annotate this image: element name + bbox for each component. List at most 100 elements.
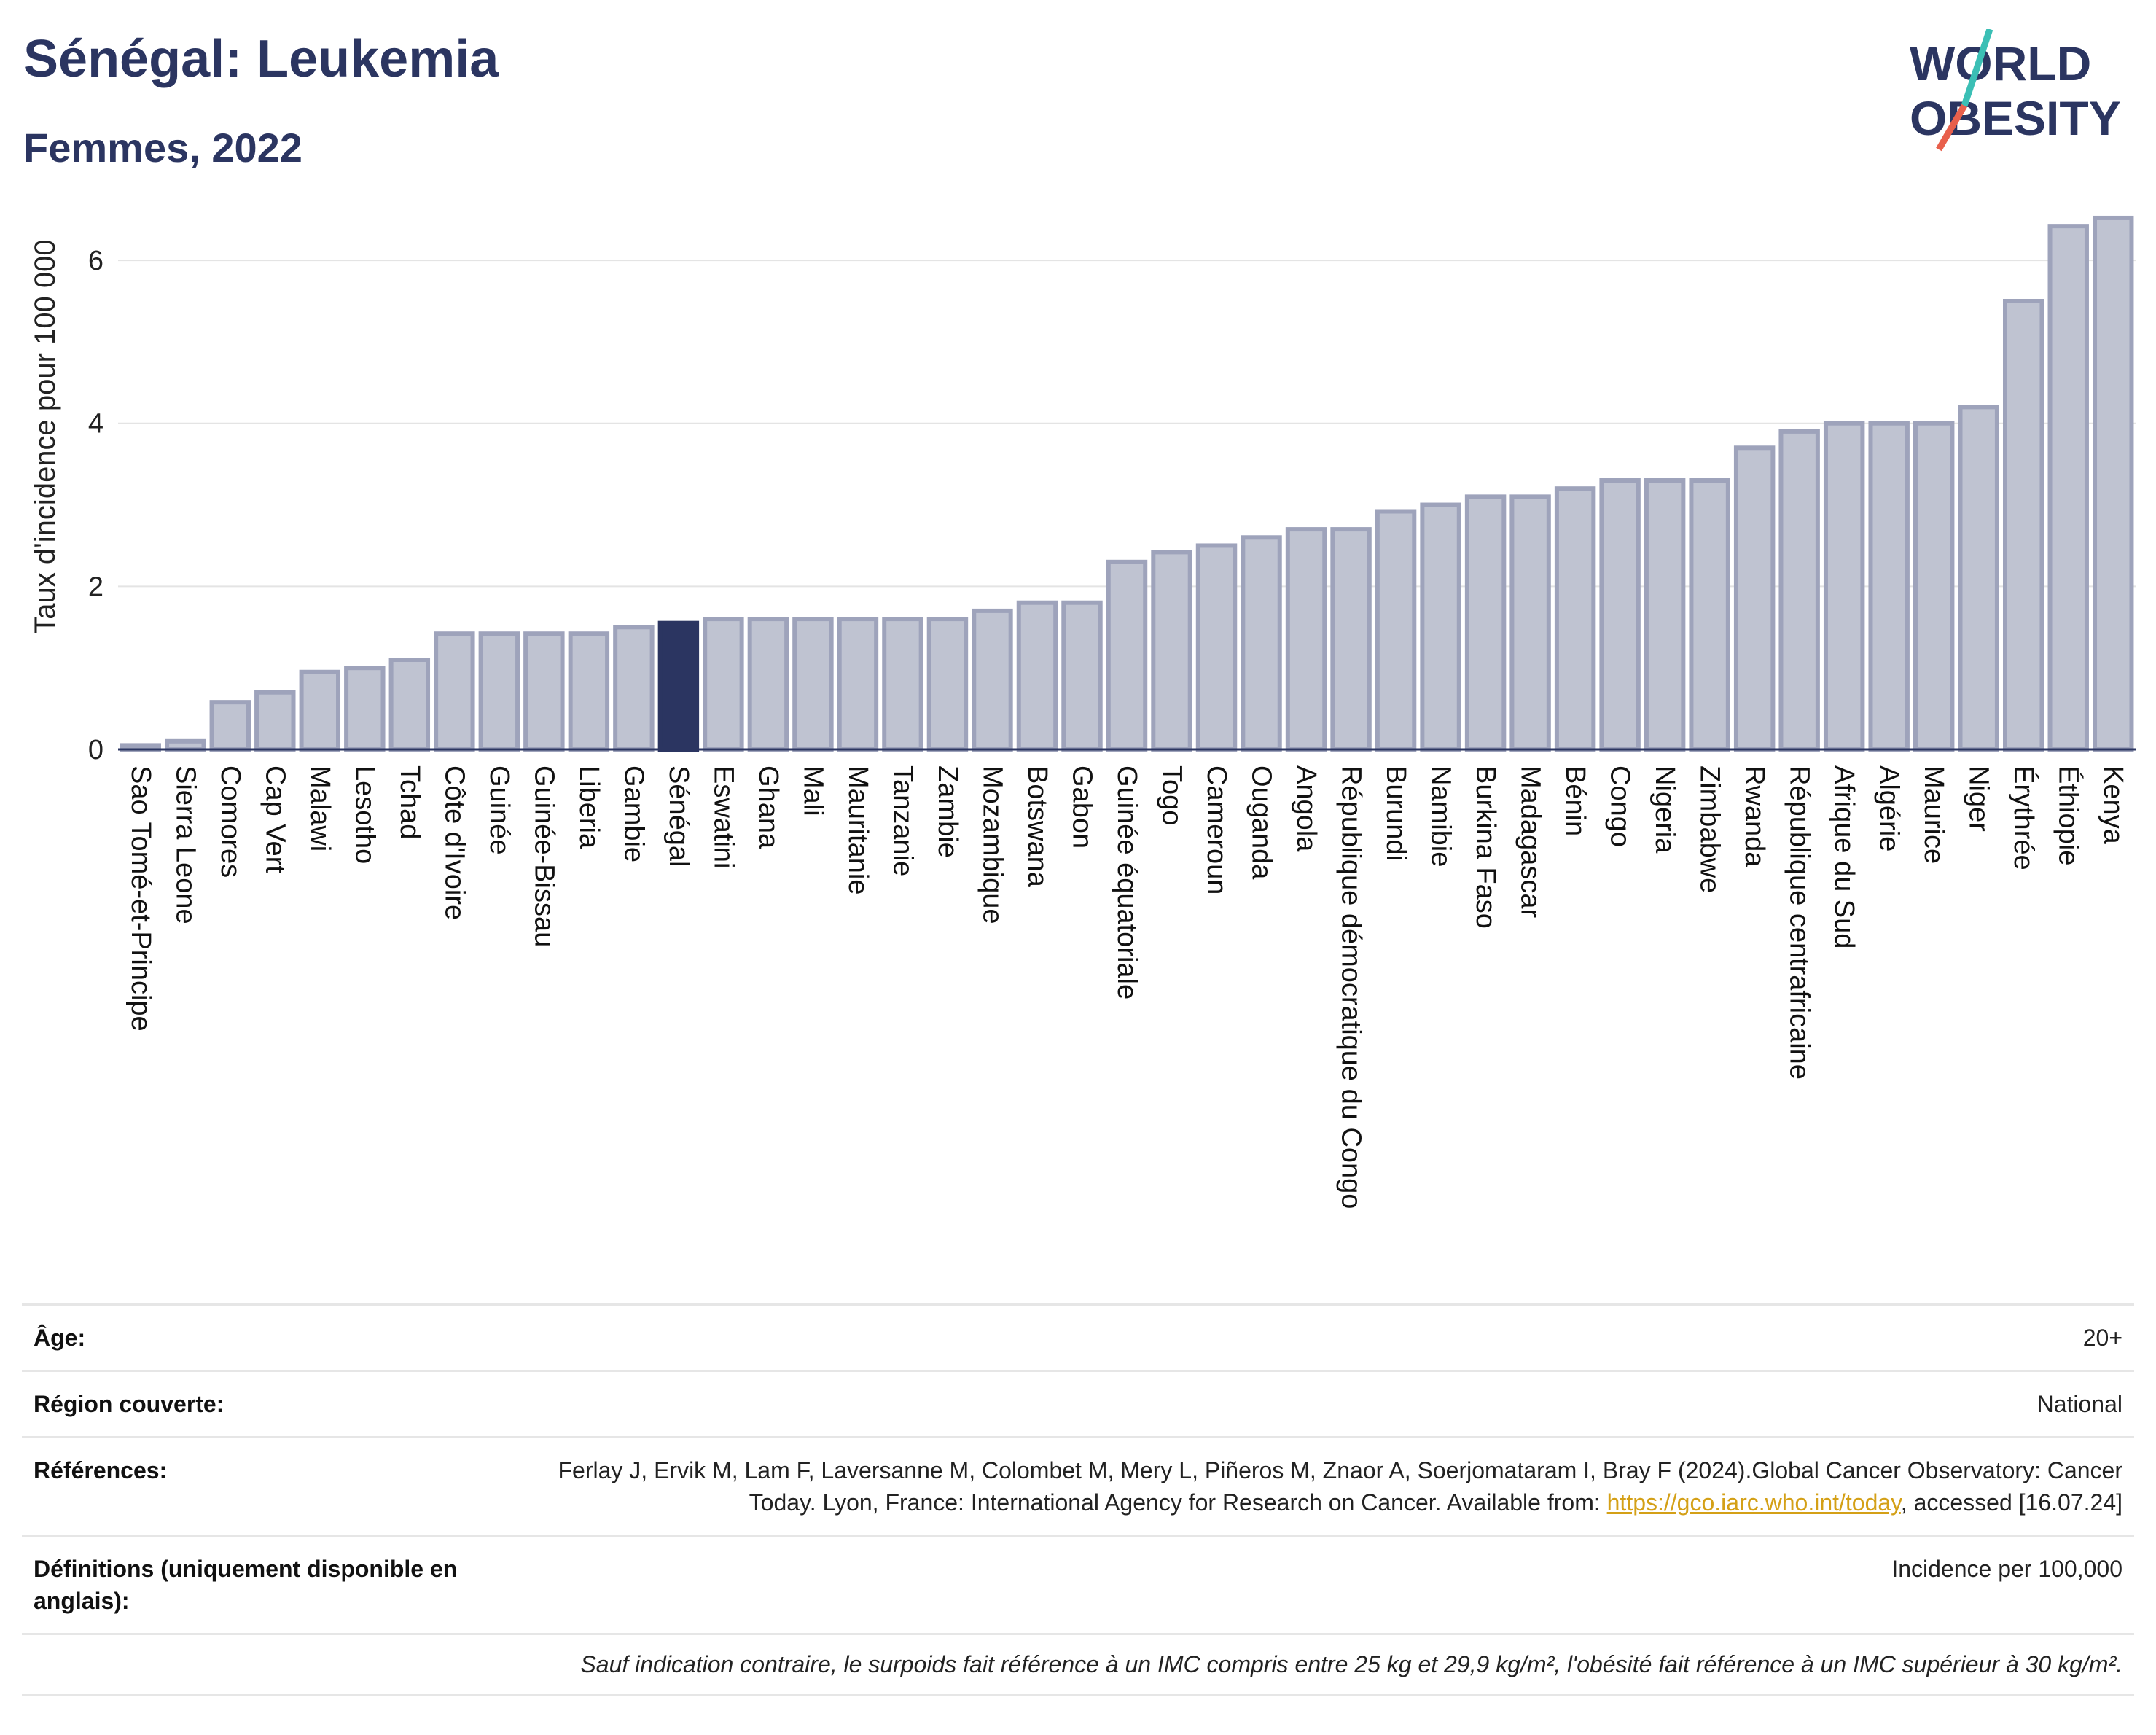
bar-42 xyxy=(2003,299,2044,752)
x-tick-label: Burundi xyxy=(1380,765,1411,861)
y-axis-label: Taux d'incidence pour 100 000 xyxy=(29,239,61,633)
bar-21 xyxy=(1061,600,1103,752)
x-tick-label: Ghana xyxy=(753,765,784,849)
x-tick-label: Malawi xyxy=(305,765,335,851)
logo-slash-teal xyxy=(1961,29,1993,107)
bar-39 xyxy=(1868,421,1910,752)
bar-38 xyxy=(1823,421,1865,752)
meta-refs-text: Ferlay J, Ervik M, Lam F, Laversanne M, … xyxy=(558,1457,2122,1516)
meta-row-region: Région couverte: National xyxy=(22,1370,2134,1436)
x-tick-label: Madagascar xyxy=(1515,765,1546,918)
x-tick-label: Tchad xyxy=(394,765,425,839)
y-tick-label: 2 xyxy=(88,572,103,602)
x-tick-label: Ouganda xyxy=(1246,765,1277,880)
bar-18 xyxy=(926,617,969,752)
bar-23 xyxy=(1151,550,1192,752)
meta-row-definitions: Définitions (uniquement disponible en an… xyxy=(22,1535,2134,1633)
bar-12 xyxy=(657,620,700,752)
bar-3 xyxy=(254,690,296,752)
x-tick-label: Guinée-Bissau xyxy=(528,765,559,947)
bar-27 xyxy=(1330,527,1372,752)
logo-line1: WORLD xyxy=(1910,36,2091,90)
bar-29 xyxy=(1420,502,1461,752)
bar-41 xyxy=(1958,405,1999,752)
reference-link[interactable]: https://gco.iarc.who.int/today xyxy=(1606,1489,1901,1516)
bar-6 xyxy=(388,658,431,752)
logo-slash-red xyxy=(1936,104,1967,152)
bar-40 xyxy=(1913,421,1955,752)
bar-32 xyxy=(1554,486,1596,752)
x-tick-label: Gabon xyxy=(1066,765,1097,849)
bar-24 xyxy=(1195,543,1238,752)
meta-row-age: Âge: 20+ xyxy=(22,1303,2134,1370)
bar-31 xyxy=(1509,494,1551,752)
bar-2 xyxy=(209,700,251,752)
bar-44 xyxy=(2093,215,2134,752)
x-tick-label: Nigeria xyxy=(1649,765,1680,854)
x-tick-label: Burkina Faso xyxy=(1470,765,1501,929)
bar-28 xyxy=(1375,509,1417,752)
x-tick-label: Cap Vert xyxy=(259,765,290,873)
page-subtitle: Femmes, 2022 xyxy=(23,125,302,171)
metadata-table: Âge: 20+ Région couverte: National Référ… xyxy=(22,1303,2134,1696)
bar-35 xyxy=(1689,478,1730,752)
x-tick-label: Guinée équatoriale xyxy=(1112,765,1142,999)
x-tick-label: Sao Tomé-et-Principe xyxy=(125,765,156,1032)
x-tick-label: République centrafricaine xyxy=(1784,765,1815,1080)
world-obesity-logo: WORLD OBESITY xyxy=(1910,29,2121,152)
x-tick-label: Niger xyxy=(1964,765,1994,832)
x-tick-label: Mauritanie xyxy=(843,765,873,894)
y-tick-label: 6 xyxy=(88,246,103,276)
bar-16 xyxy=(837,617,879,752)
bar-11 xyxy=(613,625,655,752)
bar-5 xyxy=(344,666,386,752)
meta-defs-value: Incidence per 100,000 xyxy=(1891,1556,2122,1582)
y-tick-label: 4 xyxy=(88,409,103,440)
page-title: Sénégal: Leukemia xyxy=(23,30,499,88)
meta-region-value: National xyxy=(2036,1391,2122,1417)
x-tick-label: Sierra Leone xyxy=(170,765,200,924)
bar-14 xyxy=(747,617,789,752)
bar-7 xyxy=(434,631,475,752)
bar-4 xyxy=(299,669,341,752)
x-tick-label: Gambie xyxy=(618,765,649,862)
x-tick-label: Algérie xyxy=(1874,765,1905,851)
bar-22 xyxy=(1106,559,1148,752)
x-tick-label: Eswatini xyxy=(708,765,738,869)
bar-34 xyxy=(1644,478,1686,752)
bar-1 xyxy=(165,738,206,752)
x-tick-label: Kenya xyxy=(2098,765,2128,845)
x-tick-label: Côte d'Ivoire xyxy=(439,765,469,920)
x-tick-label: Namibie xyxy=(1426,765,1456,867)
x-tick-label: Comores xyxy=(215,765,246,878)
x-tick-label: Mozambique xyxy=(977,765,1007,924)
x-tick-label: Lesotho xyxy=(349,765,380,864)
bar-17 xyxy=(882,617,923,752)
bars xyxy=(120,215,2134,752)
bar-19 xyxy=(972,608,1013,752)
meta-region-label: Région couverte: xyxy=(34,1391,224,1417)
meta-refs-label: Références: xyxy=(34,1457,168,1483)
bar-10 xyxy=(568,631,610,752)
bar-36 xyxy=(1733,445,1776,752)
x-tick-label: Bénin xyxy=(1560,765,1590,836)
x-tick-label: Togo xyxy=(1157,765,1187,825)
x-tick-label: Congo xyxy=(1605,765,1636,847)
bar-9 xyxy=(523,631,565,752)
x-tick-label: République démocratique du Congo xyxy=(1336,765,1367,1209)
meta-refs-value: Ferlay J, Ervik M, Lam F, Laversanne M, … xyxy=(529,1454,2122,1518)
meta-row-references: Références: Ferlay J, Ervik M, Lam F, La… xyxy=(22,1436,2134,1535)
bar-37 xyxy=(1778,429,1820,752)
meta-age-value: 20+ xyxy=(2082,1325,2122,1351)
x-tick-label: Guinée xyxy=(484,765,515,855)
x-tick-label: Zambie xyxy=(932,765,963,858)
bar-chart: 0 2 4 6 Sao Tomé-et-Principe Sierra Leone Com… xyxy=(29,215,2136,1209)
x-tick-label: Tanzanie xyxy=(887,765,918,876)
x-tick-labels: Sao Tomé-et-Principe Sierra Leone Comores C… xyxy=(125,765,2128,1209)
x-tick-label: Botswana xyxy=(1022,765,1052,888)
x-tick-label: Zimbabwe xyxy=(1695,765,1725,893)
x-tick-label: Maurice xyxy=(1918,765,1949,864)
x-tick-label: Sénégal xyxy=(663,765,694,867)
y-tick-labels: 0 2 4 6 xyxy=(88,246,103,765)
x-tick-label: Liberia xyxy=(574,765,604,849)
